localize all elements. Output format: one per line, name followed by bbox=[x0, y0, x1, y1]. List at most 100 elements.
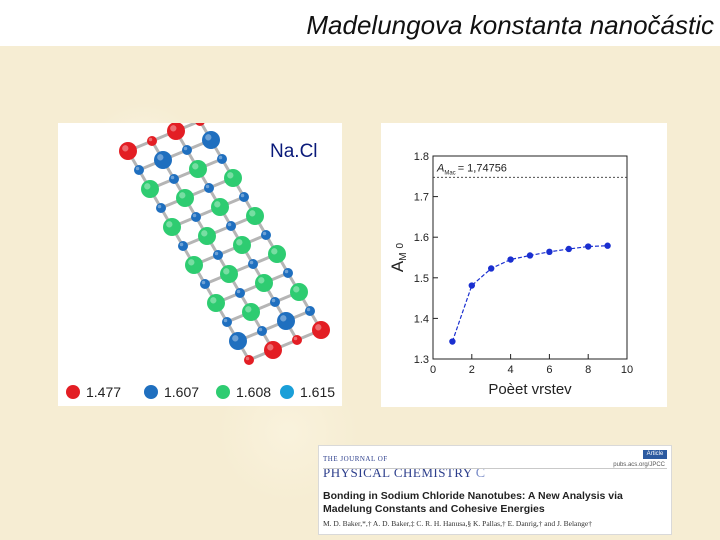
journal-divider bbox=[323, 468, 667, 469]
atom-highlight bbox=[144, 183, 151, 190]
legend-value: 1.615 bbox=[300, 384, 336, 400]
chart-panel: 0 2 4 6 8 10 1.3 1.4 1.5 1.6 1.7 1.8 AMac = 1,74756 Po… bbox=[381, 123, 667, 407]
atom-highlight bbox=[192, 213, 197, 218]
y-tick-label: 1.4 bbox=[414, 313, 429, 325]
y-axis-label: AM0 bbox=[388, 242, 409, 272]
atom-highlight bbox=[148, 137, 153, 142]
atom bbox=[312, 321, 330, 339]
atom bbox=[185, 256, 203, 274]
x-tick-label: 8 bbox=[585, 364, 591, 376]
atom-highlight bbox=[293, 286, 300, 293]
atom bbox=[167, 123, 185, 140]
legend-value: 1.607 bbox=[164, 384, 200, 400]
article-badge: Article bbox=[643, 450, 667, 459]
atom-highlight bbox=[210, 297, 217, 304]
atom-highlight bbox=[205, 184, 210, 189]
atom bbox=[200, 279, 210, 289]
y-tick-label: 1.3 bbox=[414, 354, 429, 366]
atom bbox=[141, 180, 159, 198]
journal-link[interactable]: pubs.acs.org/JPCC bbox=[613, 462, 665, 468]
atom-highlight bbox=[306, 307, 311, 312]
structure-panel bbox=[58, 123, 342, 406]
data-point bbox=[565, 245, 572, 253]
atom-highlight bbox=[227, 172, 234, 179]
atom bbox=[270, 297, 280, 307]
atom-highlight bbox=[170, 175, 175, 180]
y-tick-label: 1.6 bbox=[414, 232, 429, 244]
atom-highlight bbox=[245, 356, 250, 361]
atom bbox=[268, 245, 286, 263]
y-tick-label: 1.8 bbox=[414, 151, 429, 163]
atom bbox=[213, 250, 223, 260]
legend-color-dot bbox=[144, 385, 158, 399]
atom bbox=[217, 154, 227, 164]
data-point bbox=[585, 243, 592, 250]
atom bbox=[246, 207, 264, 225]
data-point bbox=[604, 242, 611, 249]
atom bbox=[204, 183, 214, 193]
data-point bbox=[468, 282, 475, 289]
atom bbox=[261, 230, 271, 240]
legend-color-dot bbox=[66, 385, 80, 399]
data-point bbox=[526, 252, 534, 259]
atom-highlight bbox=[218, 155, 223, 160]
atom bbox=[147, 136, 157, 146]
atom bbox=[257, 326, 267, 336]
paper-header: THE JOURNAL OF PHYSICAL CHEMISTRY C Arti… bbox=[318, 445, 672, 535]
atom bbox=[292, 335, 302, 345]
series-line bbox=[451, 245, 608, 342]
slide-title: Madelungova konstanta nanočástic bbox=[306, 10, 714, 40]
atom bbox=[198, 227, 216, 245]
atom bbox=[189, 160, 207, 178]
x-tick-label: 0 bbox=[430, 364, 436, 376]
atom bbox=[277, 312, 295, 330]
atom bbox=[242, 303, 260, 321]
atom-highlight bbox=[205, 134, 212, 141]
journal-letter: C bbox=[475, 466, 486, 481]
atom-highlight bbox=[179, 242, 184, 247]
atom bbox=[255, 274, 273, 292]
atom-highlight bbox=[166, 221, 173, 228]
atom bbox=[195, 123, 205, 126]
atom bbox=[156, 203, 166, 213]
data-point bbox=[488, 265, 495, 272]
x-axis-label: Poèet vrstev bbox=[488, 381, 572, 398]
atom-highlight bbox=[271, 248, 278, 255]
title-bar: Madelungova konstanta nanočástic bbox=[0, 0, 720, 46]
atom-highlight bbox=[214, 201, 221, 208]
atom-highlight bbox=[258, 277, 265, 284]
nanotube-structure-image bbox=[119, 123, 330, 365]
atom bbox=[178, 241, 188, 251]
plot-frame bbox=[432, 155, 628, 360]
legend-value: 1.608 bbox=[236, 384, 272, 400]
atom-highlight bbox=[170, 125, 177, 132]
atom bbox=[182, 145, 192, 155]
atom bbox=[163, 218, 181, 236]
atom-highlight bbox=[293, 336, 298, 341]
atom-highlight bbox=[201, 280, 206, 285]
atom-highlight bbox=[245, 306, 252, 313]
atom-highlight bbox=[236, 289, 241, 294]
atom-highlight bbox=[258, 327, 263, 332]
atom-highlight bbox=[157, 204, 162, 209]
atom bbox=[222, 317, 232, 327]
x-tick-label: 4 bbox=[508, 364, 514, 376]
atom-highlight bbox=[227, 222, 232, 227]
atom bbox=[239, 192, 249, 202]
atom-highlight bbox=[223, 318, 228, 323]
atom bbox=[119, 142, 137, 160]
x-tick-label: 10 bbox=[621, 364, 633, 376]
atom bbox=[211, 198, 229, 216]
atom bbox=[264, 341, 282, 359]
atom-highlight bbox=[223, 268, 230, 275]
atom bbox=[226, 221, 236, 231]
legend-color-dot bbox=[280, 385, 294, 399]
atom bbox=[290, 283, 308, 301]
paper-authors: M. D. Baker,*,† A. D. Baker,‡ C. R. H. H… bbox=[323, 519, 592, 528]
atom-highlight bbox=[315, 324, 322, 331]
atom-highlight bbox=[179, 192, 186, 199]
atom bbox=[248, 259, 258, 269]
journal-name: THE JOURNAL OF PHYSICAL CHEMISTRY C bbox=[323, 450, 485, 482]
atom-highlight bbox=[236, 239, 243, 246]
legend-value: 1.477 bbox=[86, 384, 122, 400]
